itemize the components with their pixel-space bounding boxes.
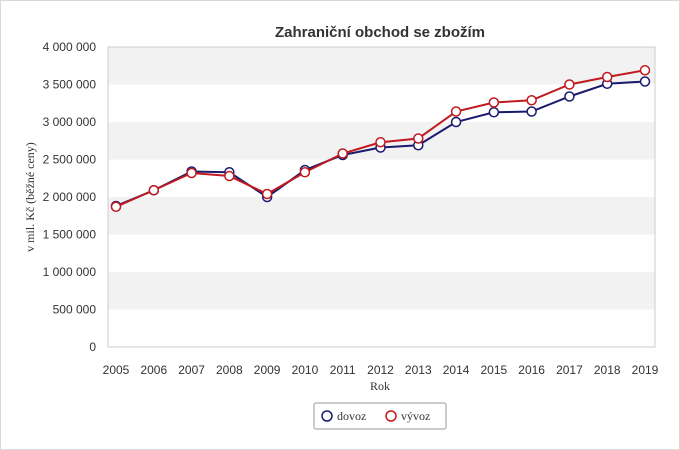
x-tick-label: 2008 [216,363,243,377]
y-tick-label: 3 500 000 [43,78,97,92]
y-tick-label: 500 000 [53,303,97,317]
grid-band [108,47,655,85]
data-point [224,170,235,182]
y-tick-label: 1 000 000 [43,265,97,279]
legend-marker [385,410,397,422]
y-tick-label: 1 500 000 [43,228,97,242]
data-point [526,106,537,117]
y-axis-ticks: 0 500 000 1 000 000 1 500 000 2 000 000 2 500… [43,40,97,354]
data-point [526,95,537,106]
legend[interactable]: dovoz vývoz [313,402,447,430]
series-vývoz [110,65,651,212]
data-point [488,97,500,108]
data-point [337,148,348,159]
data-point [375,137,386,148]
y-tick-label: 4 000 000 [43,40,97,54]
plot-area-border [107,46,656,348]
x-axis-label: Rok [370,379,390,393]
data-point [564,79,575,90]
data-point [186,167,197,179]
y-axis-label: v mil. Kč (běžné ceny) [23,142,37,252]
legend-box [313,402,447,430]
data-point [564,91,575,102]
legend-item-dovoz[interactable]: dovoz [321,409,366,423]
data-point [639,76,651,87]
x-tick-label: 2019 [632,363,659,377]
y-tick-label: 0 [89,340,96,354]
x-tick-label: 2018 [594,363,621,377]
x-tick-label: 2015 [481,363,508,377]
data-point [488,107,500,118]
data-point [261,188,273,200]
x-tick-label: 2011 [330,363,356,377]
x-tick-label: 2006 [140,363,167,377]
x-tick-label: 2014 [443,363,470,377]
data-point [450,116,462,128]
x-tick-label: 2009 [254,363,281,377]
legend-label: vývoz [401,409,430,423]
x-tick-label: 2007 [178,363,205,377]
legend-label: dovoz [337,409,366,423]
data-point [639,65,651,76]
x-tick-label: 2013 [405,363,432,377]
legend-marker [321,410,333,422]
y-tick-label: 2 000 000 [43,190,97,204]
data-point [601,71,613,83]
grid-bands [108,47,655,310]
x-tick-label: 2017 [556,363,583,377]
data-point [413,133,424,144]
x-tick-label: 2016 [518,363,545,377]
series-group [110,65,651,212]
x-tick-label: 2012 [367,363,394,377]
x-tick-label: 2005 [103,363,130,377]
y-tick-label: 2 500 000 [43,153,97,167]
data-point [299,167,311,178]
data-point [110,201,122,212]
grid-band [108,272,655,310]
legend-items: dovoz vývoz [321,409,430,423]
y-tick-label: 3 000 000 [43,115,97,129]
x-axis-ticks: 2005 2006 2007 2008 2009 2010 2011 2012 2013 2014… [103,363,659,377]
legend-item-vývoz[interactable]: vývoz [385,409,430,423]
x-tick-label: 2010 [292,363,319,377]
chart-title: Zahraniční obchod se zbožím [275,24,485,41]
data-point [148,185,160,196]
data-point [450,106,462,117]
grid-band [108,197,655,235]
